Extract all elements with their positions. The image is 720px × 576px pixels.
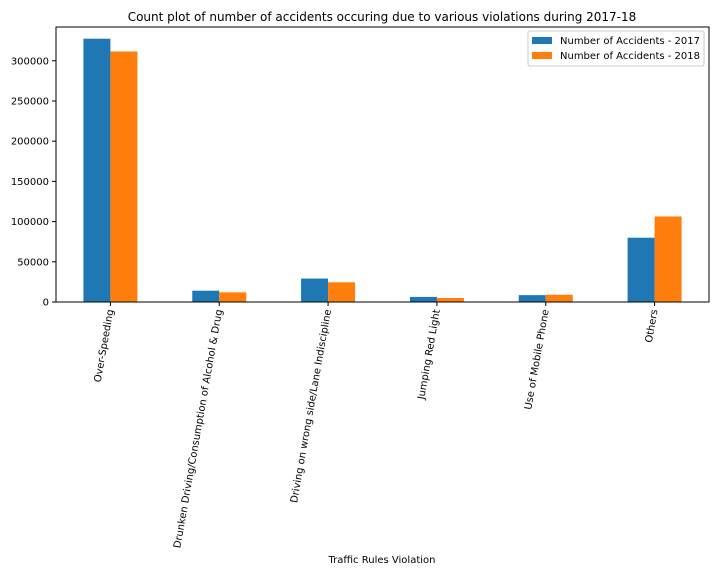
bar-2017-1 bbox=[192, 290, 220, 302]
y-tick-label: 100000 bbox=[11, 217, 49, 228]
bar-2018-0 bbox=[110, 51, 138, 302]
bars-group bbox=[83, 38, 682, 302]
bar-2017-2 bbox=[301, 278, 329, 302]
bar-2017-3 bbox=[409, 296, 437, 302]
y-tick-label: 200000 bbox=[11, 137, 49, 148]
x-tick-label: Use of Mobile Phone bbox=[523, 309, 551, 411]
x-tick-label: Jumping Red Light bbox=[416, 309, 443, 402]
bar-2017-5 bbox=[627, 237, 655, 302]
legend-swatch-2017 bbox=[532, 37, 552, 44]
y-axis: 0 50000 100000 150000 200000 250000 300000 bbox=[11, 56, 56, 309]
y-tick-label: 50000 bbox=[17, 257, 49, 268]
legend-label-2018: Number of Accidents - 2018 bbox=[560, 51, 700, 62]
bar-2018-3 bbox=[436, 298, 464, 302]
legend-label-2017: Number of Accidents - 2017 bbox=[560, 36, 700, 47]
bar-2018-2 bbox=[328, 282, 356, 302]
x-tick-label: Over-Speeding bbox=[93, 309, 117, 384]
y-tick-label: 250000 bbox=[11, 96, 49, 107]
y-tick-label: 150000 bbox=[11, 177, 49, 188]
legend: Number of Accidents - 2017 Number of Acci… bbox=[527, 30, 705, 67]
bar-2017-0 bbox=[83, 38, 111, 302]
y-tick-label: 0 bbox=[43, 298, 49, 309]
chart-title: Count plot of number of accidents occuri… bbox=[128, 10, 637, 24]
plot-frame bbox=[55, 26, 710, 303]
bar-2018-4 bbox=[545, 294, 573, 302]
bar-2017-4 bbox=[518, 295, 546, 302]
x-tick-label: Driving on wrong side/Lane Indiscipline bbox=[289, 309, 334, 504]
bar-2018-1 bbox=[219, 292, 247, 302]
legend-box bbox=[527, 30, 705, 67]
x-tick-label: Drunken Driving/Consumption of Alcohol &… bbox=[172, 309, 225, 550]
bar-2018-5 bbox=[654, 216, 682, 302]
x-axis: Over-Speeding Drunken Driving/Consumption… bbox=[93, 302, 661, 549]
legend-swatch-2018 bbox=[532, 52, 552, 59]
x-axis-label: Traffic Rules Violation bbox=[328, 555, 436, 566]
y-tick-label: 300000 bbox=[11, 56, 49, 67]
x-tick-label: Others bbox=[644, 309, 661, 344]
